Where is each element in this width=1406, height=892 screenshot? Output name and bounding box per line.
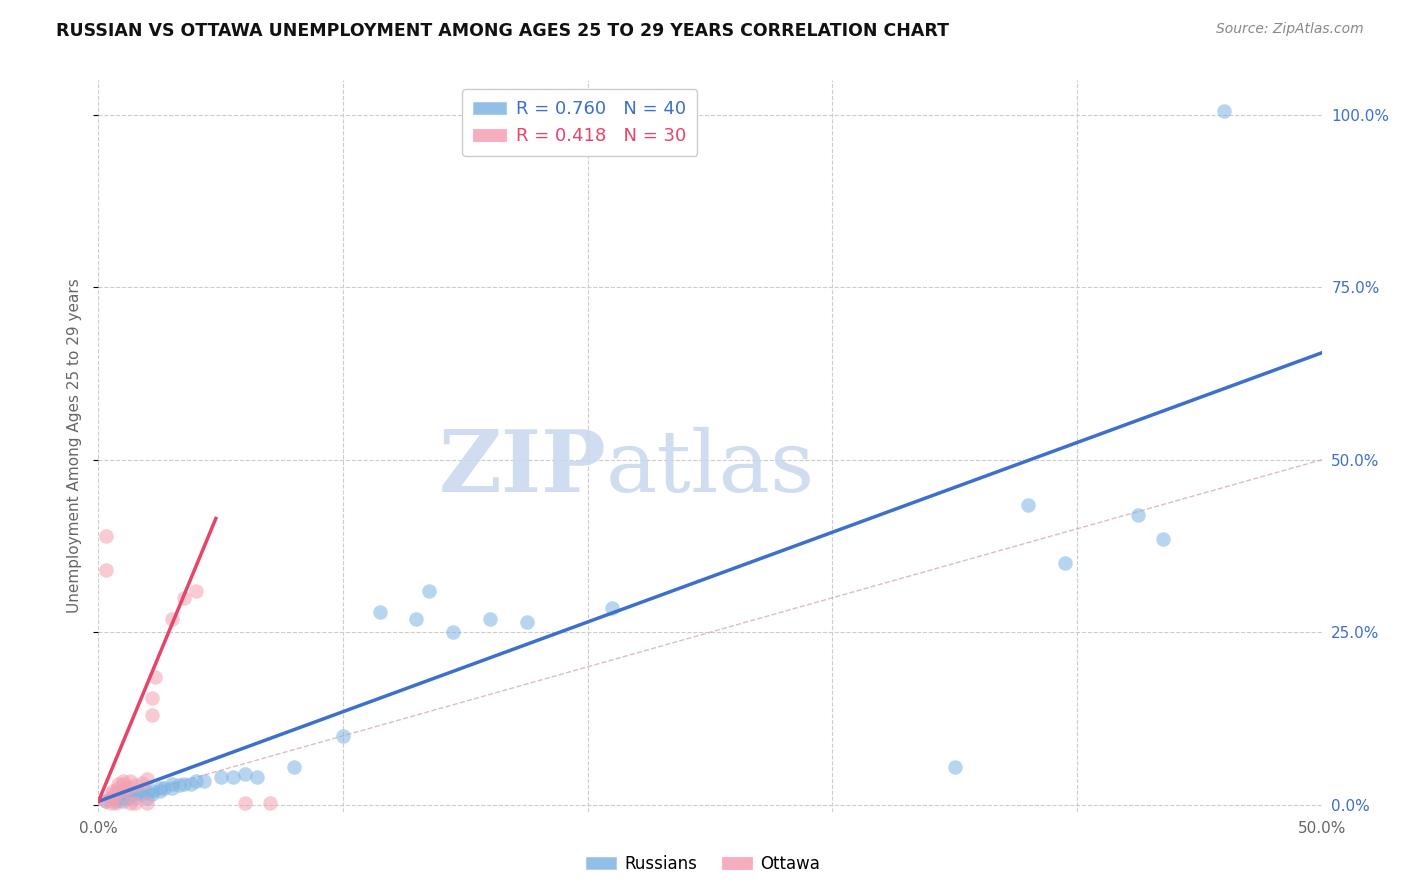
Point bbox=[418, 583, 440, 598]
Point bbox=[101, 784, 124, 798]
Point bbox=[111, 773, 134, 788]
Point bbox=[943, 760, 966, 774]
Point bbox=[104, 794, 127, 808]
Point bbox=[100, 788, 122, 802]
Point bbox=[193, 773, 215, 788]
Point bbox=[131, 788, 153, 802]
Legend: Russians, Ottawa: Russians, Ottawa bbox=[579, 848, 827, 880]
Point bbox=[111, 794, 134, 808]
Point bbox=[515, 615, 537, 629]
Point bbox=[209, 770, 232, 784]
Point bbox=[94, 529, 117, 543]
Point bbox=[600, 601, 623, 615]
Point bbox=[120, 797, 142, 811]
Point bbox=[186, 583, 208, 598]
Point bbox=[107, 792, 129, 806]
Text: RUSSIAN VS OTTAWA UNEMPLOYMENT AMONG AGES 25 TO 29 YEARS CORRELATION CHART: RUSSIAN VS OTTAWA UNEMPLOYMENT AMONG AGE… bbox=[56, 22, 949, 40]
Point bbox=[136, 797, 159, 811]
Text: Source: ZipAtlas.com: Source: ZipAtlas.com bbox=[1216, 22, 1364, 37]
Point bbox=[173, 777, 195, 791]
Point bbox=[153, 780, 176, 795]
Point bbox=[141, 708, 163, 723]
Point bbox=[259, 796, 281, 810]
Point bbox=[478, 611, 501, 625]
Point bbox=[180, 777, 202, 791]
Point bbox=[1053, 557, 1076, 571]
Point bbox=[136, 772, 159, 786]
Point bbox=[405, 611, 427, 625]
Point bbox=[246, 770, 269, 784]
Point bbox=[94, 794, 117, 808]
Point bbox=[222, 770, 245, 784]
Point bbox=[124, 791, 146, 805]
Point bbox=[141, 690, 163, 705]
Point bbox=[131, 776, 153, 790]
Point bbox=[149, 780, 172, 795]
Point bbox=[160, 611, 183, 625]
Point bbox=[233, 797, 256, 811]
Point bbox=[111, 777, 134, 791]
Point bbox=[283, 760, 305, 774]
Point bbox=[143, 670, 166, 684]
Point bbox=[136, 791, 159, 805]
Point bbox=[173, 591, 195, 605]
Point bbox=[127, 785, 149, 799]
Point bbox=[141, 784, 163, 798]
Text: ZIP: ZIP bbox=[439, 426, 606, 510]
Point bbox=[104, 797, 127, 811]
Point bbox=[107, 777, 129, 791]
Point bbox=[160, 780, 183, 795]
Point bbox=[1017, 498, 1039, 512]
Point bbox=[94, 794, 117, 808]
Point bbox=[167, 779, 190, 793]
Point bbox=[1212, 104, 1234, 119]
Point bbox=[368, 605, 391, 619]
Point bbox=[120, 773, 142, 788]
Y-axis label: Unemployment Among Ages 25 to 29 years: Unemployment Among Ages 25 to 29 years bbox=[67, 278, 83, 614]
Point bbox=[100, 797, 122, 811]
Point bbox=[111, 788, 134, 802]
Point bbox=[1128, 508, 1150, 522]
Point bbox=[186, 773, 208, 788]
Point bbox=[233, 766, 256, 780]
Point bbox=[100, 791, 122, 805]
Point bbox=[100, 791, 122, 805]
Point bbox=[136, 785, 159, 799]
Point bbox=[124, 779, 146, 793]
Point bbox=[1152, 532, 1174, 546]
Legend: R = 0.760   N = 40, R = 0.418   N = 30: R = 0.760 N = 40, R = 0.418 N = 30 bbox=[463, 89, 697, 156]
Point bbox=[120, 789, 142, 804]
Point bbox=[104, 785, 127, 799]
Point bbox=[117, 780, 139, 795]
Text: atlas: atlas bbox=[606, 426, 815, 509]
Point bbox=[117, 791, 139, 805]
Point bbox=[160, 777, 183, 791]
Point bbox=[111, 784, 134, 798]
Point bbox=[124, 797, 146, 811]
Point bbox=[441, 625, 464, 640]
Point bbox=[149, 784, 172, 798]
Point bbox=[111, 791, 134, 805]
Point bbox=[107, 780, 129, 795]
Point bbox=[124, 788, 146, 802]
Point bbox=[141, 788, 163, 802]
Point bbox=[94, 563, 117, 577]
Point bbox=[332, 729, 354, 743]
